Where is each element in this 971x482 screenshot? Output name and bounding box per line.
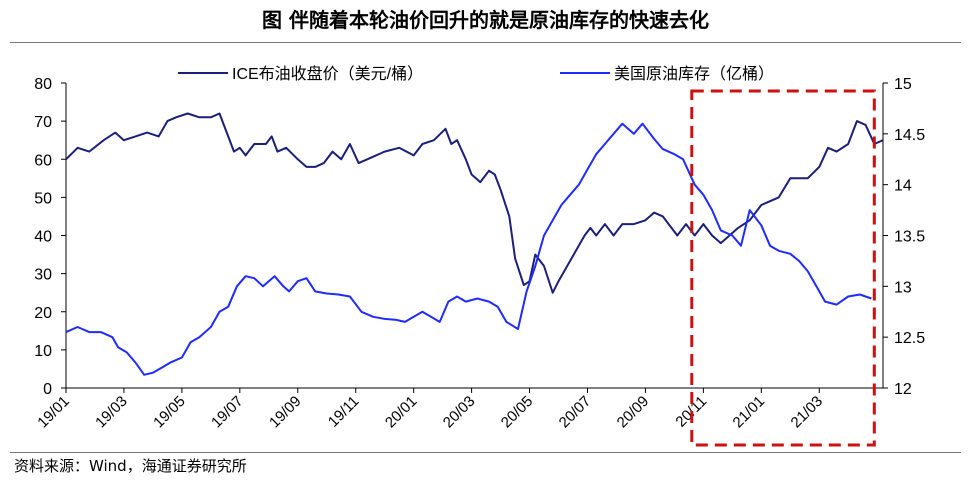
title-divider	[10, 42, 961, 43]
y-left-tick-label: 80	[34, 76, 52, 93]
brent-price-line	[65, 112, 884, 294]
y-right-tick-label: 12	[894, 381, 912, 398]
highlight-dashed-box	[690, 89, 876, 447]
y-left-tick-label: 50	[34, 190, 52, 207]
x-tick-label: 19/01	[34, 393, 73, 432]
x-tick-label: 20/01	[382, 393, 421, 432]
x-tick-label: 19/03	[92, 393, 131, 432]
x-tick-label: 20/03	[440, 393, 479, 432]
y-left-tick-label: 60	[34, 152, 52, 169]
x-tick-label: 19/09	[266, 393, 305, 432]
y-right-tick-label: 12.5	[894, 330, 925, 347]
y-left-tick-label: 70	[34, 114, 52, 131]
y-right-tick-label: 13	[894, 279, 912, 296]
x-tick-label: 20/05	[498, 393, 537, 432]
y-left-tick-label: 0	[43, 381, 52, 398]
y-right-tick-label: 14.5	[894, 127, 925, 144]
x-tick-label: 20/09	[614, 393, 653, 432]
legend-label-inventory: 美国原油库存（亿桶）	[614, 65, 774, 83]
x-tick-label: 20/07	[556, 393, 595, 432]
source-note: 资料来源：Wind，海通证券研究所	[14, 457, 247, 475]
y-left-tick-label: 20	[34, 305, 52, 322]
y-left-tick-label: 40	[34, 229, 52, 246]
y-right-tick-label: 14	[894, 178, 912, 195]
x-tick-label: 21/03	[788, 393, 827, 432]
y-right-tick-label: 15	[894, 76, 912, 93]
chart-title: 图 伴随着本轮油价回升的就是原油库存的快速去化	[262, 8, 709, 32]
legend-label-brent: ICE布油收盘价（美元/桶）	[232, 64, 423, 83]
x-tick-label: 19/11	[325, 393, 363, 431]
us-inventory-line	[65, 122, 872, 376]
source-divider	[10, 452, 961, 453]
x-tick-label: 21/01	[730, 393, 769, 432]
x-tick-label: 19/07	[208, 393, 247, 432]
y-left-tick-label: 10	[34, 343, 52, 360]
y-left-tick-label: 30	[34, 267, 52, 284]
y-right-tick-label: 13.5	[894, 229, 925, 246]
x-tick-label: 19/05	[150, 393, 189, 432]
